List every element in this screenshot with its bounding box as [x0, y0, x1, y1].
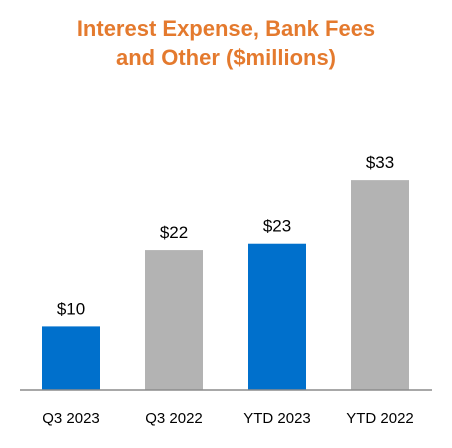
value-label-q3-2023: $10: [57, 299, 85, 318]
bars-group: $10 $22 $23 $33: [42, 153, 409, 390]
x-tick-label-q3-2023: Q3 2023: [42, 410, 100, 427]
bar-ytd-2022: [351, 180, 409, 390]
value-label-ytd-2023: $23: [263, 217, 291, 236]
x-tick-label-ytd-2023: YTD 2023: [243, 410, 311, 427]
bar-ytd-2023: [248, 243, 306, 390]
bar-q3-2023: [42, 326, 100, 390]
x-tick-label-ytd-2022: YTD 2022: [346, 410, 414, 427]
chart-title-line-1: Interest Expense, Bank Fees: [76, 16, 376, 41]
value-label-q3-2022: $22: [160, 223, 188, 242]
x-tick-labels-group: Q3 2023 Q3 2022 YTD 2023 YTD 2022: [42, 410, 414, 427]
x-tick-label-q3-2022: Q3 2022: [145, 410, 203, 427]
value-label-ytd-2022: $33: [366, 153, 394, 172]
chart-title-line-2: and Other ($millions): [115, 45, 337, 70]
chart-title: Interest Expense, Bank Fees and Other ($…: [0, 14, 452, 72]
bar-q3-2022: [145, 250, 203, 390]
